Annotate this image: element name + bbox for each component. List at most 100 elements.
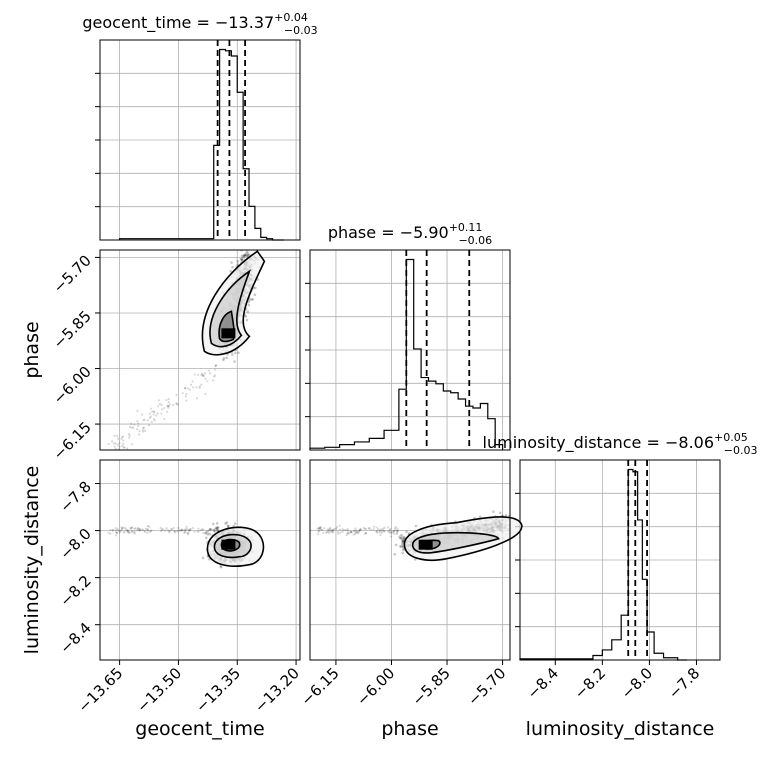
- scatter-point-tail: [214, 530, 217, 533]
- scatter-point-tail: [113, 445, 116, 448]
- scatter-point-tail: [122, 439, 125, 442]
- scatter-point: [215, 529, 219, 532]
- scatter-point-tail: [388, 531, 391, 534]
- scatter-panel-geocent_time-vs-luminosity_distance: [99, 459, 301, 661]
- scatter-point: [244, 315, 248, 318]
- scatter-point-tail: [121, 444, 124, 448]
- scatter-point-tail: [364, 531, 368, 534]
- hist-panel-luminosity_distance: luminosity_distance = −8.06+0.05 −0.03: [483, 431, 757, 661]
- scatter-point-tail: [130, 529, 134, 533]
- scatter-point-tail: [138, 529, 141, 532]
- scatter-point-tail: [185, 527, 188, 530]
- scatter-point: [246, 310, 250, 313]
- scatter-point-tail: [138, 430, 141, 433]
- scatter-point-tail: [181, 392, 184, 395]
- scatter-point: [414, 524, 418, 528]
- scatter-point-tail: [138, 527, 142, 531]
- scatter-point-tail: [153, 411, 156, 414]
- scatter-point-tail: [180, 528, 183, 531]
- scatter-point-tail: [381, 529, 384, 532]
- scatter-point-tail: [177, 526, 180, 530]
- scatter-point-tail: [356, 531, 359, 534]
- scatter-point-tail: [319, 527, 322, 531]
- scatter-point: [208, 528, 212, 531]
- scatter-point-tail: [134, 527, 137, 530]
- scatter-point-tail: [128, 425, 132, 429]
- scatter-point-tail: [152, 413, 155, 416]
- x-tick-label: −6.00: [353, 664, 398, 709]
- panel-frame: [309, 249, 511, 451]
- scatter-point-tail: [330, 528, 334, 531]
- scatter-point-tail: [133, 532, 136, 535]
- scatter-point-tail: [140, 528, 143, 531]
- scatter-point-tail: [177, 530, 180, 533]
- scatter-point-tail: [161, 528, 164, 531]
- scatter-point-tail: [199, 529, 203, 532]
- scatter-point-tail: [125, 529, 128, 532]
- scatter-point-tail: [339, 528, 342, 531]
- scatter-point-tail: [322, 531, 325, 534]
- scatter-point-tail: [195, 397, 199, 400]
- scatter-point-tail: [375, 531, 379, 534]
- scatter-point-tail: [333, 527, 336, 530]
- scatter-point: [402, 536, 406, 539]
- scatter-point-tail: [147, 529, 150, 532]
- scatter-point-tail: [183, 386, 187, 390]
- scatter-point-tail: [109, 528, 112, 532]
- scatter-point-tail: [149, 530, 152, 533]
- scatter-point-tail: [186, 532, 189, 535]
- scatter-point-tail: [127, 531, 130, 534]
- scatter-point: [208, 528, 212, 531]
- scatter-point-tail: [175, 402, 178, 405]
- scatter-point: [226, 524, 230, 528]
- scatter-point: [244, 253, 248, 257]
- scatter-point-tail: [128, 434, 131, 437]
- scatter-point-tail: [114, 447, 118, 450]
- scatter-point: [204, 531, 208, 535]
- scatter-point-tail: [383, 530, 386, 533]
- scatter-point-tail: [120, 528, 124, 531]
- scatter-point: [478, 515, 482, 519]
- scatter-point-tail: [137, 433, 141, 436]
- scatter-point: [240, 258, 244, 261]
- scatter-point-tail: [395, 530, 398, 533]
- scatter-point-tail: [115, 531, 119, 534]
- scatter-point-tail: [369, 528, 373, 531]
- scatter-point-tail: [111, 529, 114, 532]
- scatter-point-tail: [327, 530, 330, 533]
- scatter-point-tail: [358, 529, 361, 532]
- scatter-point-tail: [198, 386, 201, 389]
- hist-panel-geocent_time: geocent_time = −13.37+0.04 −0.03: [82, 11, 318, 241]
- x-tick-label: −6.15: [298, 664, 343, 709]
- scatter-point-tail: [392, 529, 395, 533]
- scatter-point: [498, 511, 502, 515]
- scatter-point-tail: [193, 373, 196, 376]
- scatter-point-tail: [387, 530, 390, 533]
- scatter-point: [222, 357, 226, 360]
- scatter-point-tail: [184, 528, 187, 531]
- scatter-point-tail: [354, 531, 357, 534]
- scatter-point-tail: [172, 526, 175, 530]
- scatter-point-tail: [115, 531, 118, 535]
- scatter-point: [400, 545, 403, 548]
- scatter-point: [236, 263, 240, 266]
- scatter-point-tail: [345, 533, 348, 537]
- scatter-point-tail: [157, 405, 160, 408]
- scatter-point-tail: [167, 401, 170, 404]
- scatter-point-tail: [178, 528, 181, 532]
- scatter-point-tail: [117, 437, 120, 440]
- scatter-point-tail: [339, 531, 342, 534]
- scatter-point-tail: [143, 530, 146, 533]
- scatter-point: [256, 278, 260, 281]
- scatter-point-tail: [106, 453, 108, 455]
- scatter-point-tail: [372, 525, 376, 528]
- scatter-point: [247, 300, 251, 304]
- histogram-step-geocent_time: [119, 48, 285, 241]
- scatter-point: [400, 542, 404, 546]
- scatter-point-tail: [395, 531, 399, 535]
- scatter-point-tail: [188, 388, 191, 391]
- scatter-point-tail: [112, 442, 116, 445]
- scatter-point-tail: [173, 530, 176, 533]
